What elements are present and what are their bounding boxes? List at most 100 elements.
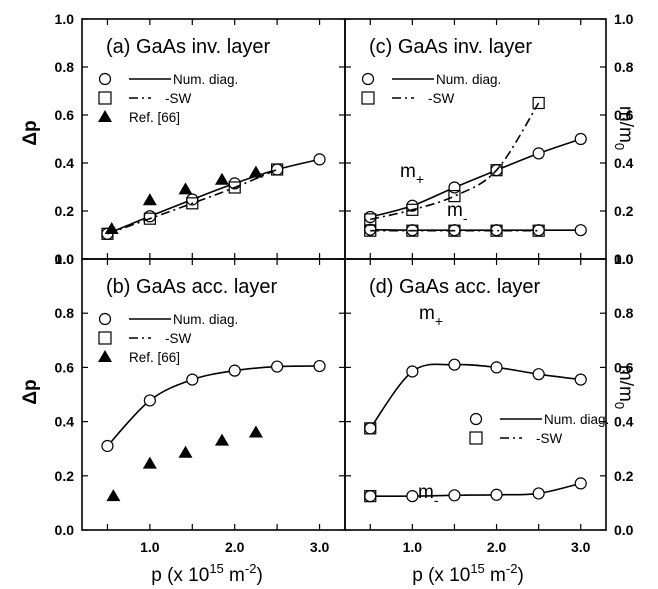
series-num-diag- xyxy=(101,359,326,453)
series-m-num-diag- xyxy=(364,132,587,224)
y-tick-label: 0.8 xyxy=(55,305,75,321)
circle-marker xyxy=(574,224,587,237)
series-ref-66- xyxy=(104,165,263,234)
legend-square xyxy=(98,331,112,345)
y-tick-label: 1.0 xyxy=(55,251,75,267)
triangle-marker xyxy=(178,182,193,195)
triangle-marker xyxy=(214,433,229,446)
y-tick-label: 0.0 xyxy=(614,522,634,538)
square-marker xyxy=(143,212,156,225)
circle-marker xyxy=(532,147,545,160)
legend-triangle xyxy=(98,110,112,122)
y-tick-label: 0.0 xyxy=(55,251,75,267)
mass-label-sub: - xyxy=(463,210,468,226)
x-tick-label: 1.0 xyxy=(140,539,160,555)
legend-label: Ref. [66] xyxy=(129,350,180,365)
plot-frame xyxy=(344,258,607,531)
circle-marker xyxy=(271,360,284,373)
y-tick-label: 0.0 xyxy=(614,251,634,267)
circle-marker xyxy=(186,373,199,386)
square-marker xyxy=(364,490,377,503)
square-marker xyxy=(490,224,503,237)
legend-circle xyxy=(469,412,483,426)
circle-marker xyxy=(228,364,241,377)
square-marker xyxy=(448,224,461,237)
legend: Num. diag. -SW Ref. [66] xyxy=(98,312,238,365)
circle-marker xyxy=(448,181,461,194)
circle-marker xyxy=(101,439,114,453)
y-tick-label: 0.2 xyxy=(55,203,75,219)
y-tick-label: 1.0 xyxy=(614,251,634,267)
square-marker xyxy=(364,224,377,237)
x-tick-label: 3.0 xyxy=(310,539,330,555)
circle-marker xyxy=(448,358,461,371)
x-tick-label: 1.0 xyxy=(403,539,423,555)
xlabel-unit: m xyxy=(485,565,506,586)
legend: Num. diag. -SW xyxy=(469,412,609,446)
series-m-num-diag- xyxy=(364,477,587,503)
y-tick-label: 1.0 xyxy=(614,11,634,27)
xlabel-main: p (x 10 xyxy=(151,565,209,586)
legend-label: Num. diag. xyxy=(436,72,501,87)
circle-marker xyxy=(448,489,461,502)
circle-marker xyxy=(271,163,284,176)
y-tick-label: 0.8 xyxy=(614,59,634,75)
series-num-diag- xyxy=(101,153,326,240)
x-tick-label: 2.0 xyxy=(225,539,245,555)
xlabel-main: p (x 10 xyxy=(412,565,470,586)
y-tick-label: 0.6 xyxy=(614,359,634,375)
legend-label: Num. diag. xyxy=(544,412,609,427)
x-tick-label: 3.0 xyxy=(571,539,591,555)
square-marker xyxy=(406,224,419,237)
left-ylabel-bottom: Δp xyxy=(20,379,41,404)
legend-label: -SW xyxy=(165,91,192,106)
panel-c: 0.0 0.2 0.4 0.6 0.8 1.0 (c) GaAs inv. layer Num… xyxy=(344,11,634,267)
xlabel-exp: 15 xyxy=(470,561,484,576)
panel-title: (b) GaAs acc. layer xyxy=(106,276,278,298)
panel-title: (c) GaAs inv. layer xyxy=(369,36,532,58)
right-ylabel-main: m/m xyxy=(615,106,636,143)
xlabel-exp: 15 xyxy=(209,561,223,576)
right-ylabel-top: m/m0 xyxy=(612,106,636,150)
y-tick-label: 0.2 xyxy=(614,203,634,219)
panel-title: (a) GaAs inv. layer xyxy=(106,36,270,58)
mass-label-sub: + xyxy=(435,313,443,329)
series-m-sw xyxy=(364,422,377,435)
right-ylabel-bottom: m/m0 xyxy=(612,365,636,409)
right-ylabel-main: m/m xyxy=(615,365,636,402)
triangle-marker xyxy=(248,425,263,438)
plot-frame xyxy=(81,258,346,531)
circle-marker xyxy=(406,365,419,378)
y-tick-label: 0.4 xyxy=(614,414,634,430)
circle-marker xyxy=(364,422,377,435)
triangle-marker xyxy=(104,222,119,234)
y-tick-label: 0.8 xyxy=(55,59,75,75)
y-tick-label: 0.4 xyxy=(55,155,75,171)
xlabel-close: ) xyxy=(256,565,262,586)
circle-marker xyxy=(532,487,545,500)
triangle-marker xyxy=(142,456,157,469)
circle-marker xyxy=(143,394,156,407)
legend-label: -SW xyxy=(428,91,455,106)
legend-square xyxy=(361,91,375,105)
circle-marker xyxy=(574,477,587,490)
mass-label-main: m xyxy=(418,482,434,503)
legend-circle xyxy=(361,72,375,86)
legend-square xyxy=(98,91,112,105)
circle-marker xyxy=(574,373,587,386)
legend: Num. diag. -SW Ref. [66] xyxy=(98,72,238,125)
panel-b: 1.0 2.0 3.0 0.0 0.2 0.4 0.6 0.8 1.0 (b) GaAs acc.… xyxy=(55,251,346,555)
series-line xyxy=(370,482,581,497)
triangle-marker xyxy=(142,193,157,206)
mass-label: m- xyxy=(447,200,468,226)
legend-circle xyxy=(98,312,112,326)
mass-label: m+ xyxy=(400,161,424,187)
left-ylabel-top: Δp xyxy=(20,120,41,145)
y-tick-label: 0.4 xyxy=(614,155,634,171)
panels: 0.0 0.2 0.4 0.6 0.8 1.0 (a) GaAs inv. layer Num… xyxy=(55,11,634,555)
circle-marker xyxy=(364,210,377,224)
square-marker xyxy=(532,224,545,237)
series-m-num-diag- xyxy=(364,358,587,435)
legend-circle xyxy=(98,72,112,86)
